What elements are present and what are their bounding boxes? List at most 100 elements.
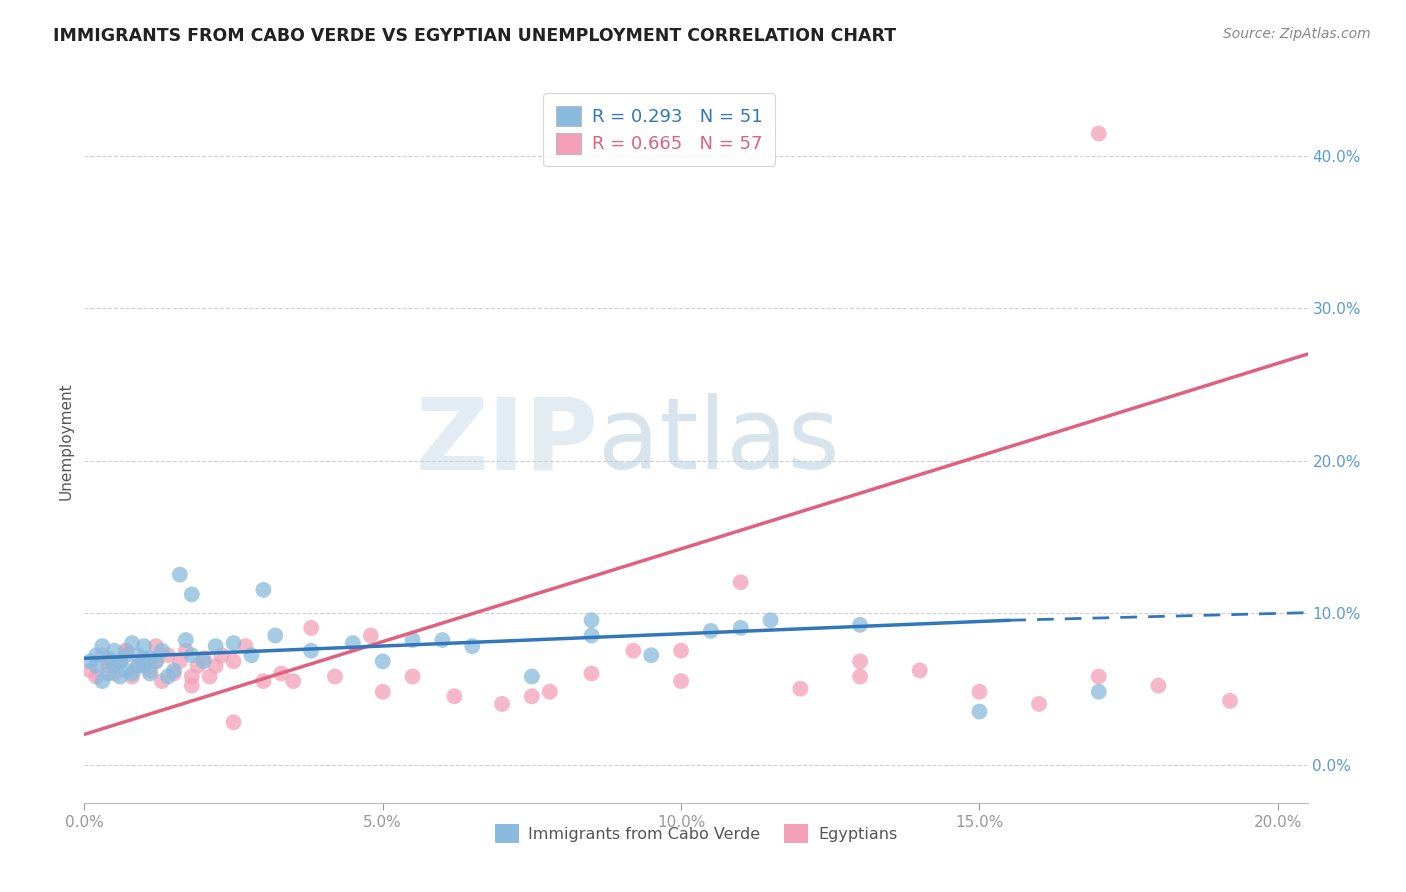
Point: [79, 654, 101, 668]
Point: [156, 669, 179, 683]
Point: [79, 664, 101, 678]
Point: [121, 666, 143, 681]
Point: [669, 643, 692, 657]
Point: [581, 613, 603, 627]
Point: [299, 621, 322, 635]
Point: [461, 639, 484, 653]
Point: [145, 654, 167, 668]
Point: [443, 690, 465, 704]
Point: [132, 639, 155, 653]
Point: [789, 681, 811, 696]
Point: [139, 666, 162, 681]
Point: [222, 715, 245, 730]
Point: [491, 697, 513, 711]
Point: [108, 654, 131, 668]
Text: atlas: atlas: [598, 393, 839, 490]
Point: [91, 648, 114, 663]
Point: [1147, 679, 1170, 693]
Point: [115, 648, 138, 663]
Point: [222, 654, 245, 668]
Point: [1087, 669, 1109, 683]
Point: [222, 636, 245, 650]
Point: [1219, 694, 1241, 708]
Point: [84, 659, 107, 673]
Point: [180, 679, 202, 693]
Point: [669, 674, 692, 689]
Point: [538, 685, 561, 699]
Point: [108, 654, 131, 668]
Point: [581, 628, 603, 642]
Point: [211, 648, 233, 663]
Point: [180, 587, 202, 601]
Point: [132, 659, 155, 673]
Point: [730, 621, 752, 635]
Point: [163, 664, 186, 678]
Point: [401, 669, 423, 683]
Point: [169, 567, 191, 582]
Point: [969, 685, 991, 699]
Point: [103, 643, 125, 657]
Point: [180, 648, 202, 663]
Point: [235, 639, 257, 653]
Point: [84, 648, 107, 663]
Point: [252, 674, 274, 689]
Point: [193, 651, 215, 665]
Point: [198, 669, 221, 683]
Point: [139, 651, 162, 665]
Point: [621, 643, 644, 657]
Point: [108, 669, 131, 683]
Point: [174, 633, 197, 648]
Point: [156, 648, 179, 663]
Point: [342, 636, 364, 650]
Point: [127, 659, 149, 673]
Y-axis label: Unemployment: Unemployment: [58, 383, 73, 500]
Point: [759, 613, 782, 627]
Point: [581, 666, 603, 681]
Point: [849, 617, 872, 632]
Point: [700, 624, 723, 638]
Point: [299, 643, 322, 657]
Point: [84, 669, 107, 683]
Point: [1087, 685, 1109, 699]
Point: [139, 664, 162, 678]
Point: [270, 666, 292, 681]
Point: [145, 639, 167, 653]
Point: [121, 669, 143, 683]
Point: [132, 651, 155, 665]
Point: [97, 654, 120, 668]
Point: [127, 659, 149, 673]
Point: [187, 659, 209, 673]
Point: [115, 664, 138, 678]
Point: [115, 643, 138, 657]
Point: [323, 669, 346, 683]
Point: [371, 685, 394, 699]
Point: [163, 666, 186, 681]
Point: [150, 643, 173, 657]
Point: [97, 666, 120, 681]
Point: [520, 690, 543, 704]
Point: [1028, 697, 1050, 711]
Point: [97, 659, 120, 673]
Point: [969, 705, 991, 719]
Point: [240, 648, 263, 663]
Point: [360, 628, 382, 642]
Point: [252, 582, 274, 597]
Text: IMMIGRANTS FROM CABO VERDE VS EGYPTIAN UNEMPLOYMENT CORRELATION CHART: IMMIGRANTS FROM CABO VERDE VS EGYPTIAN U…: [53, 27, 897, 45]
Point: [193, 654, 215, 668]
Point: [97, 651, 120, 665]
Point: [204, 659, 226, 673]
Text: Source: ZipAtlas.com: Source: ZipAtlas.com: [1223, 27, 1371, 41]
Point: [640, 648, 662, 663]
Point: [371, 654, 394, 668]
Point: [145, 654, 167, 668]
Point: [180, 669, 202, 683]
Point: [121, 636, 143, 650]
Point: [1087, 127, 1109, 141]
Point: [150, 674, 173, 689]
Legend: Immigrants from Cabo Verde, Egyptians: Immigrants from Cabo Verde, Egyptians: [488, 818, 904, 849]
Point: [91, 639, 114, 653]
Point: [103, 659, 125, 673]
Point: [174, 643, 197, 657]
Point: [432, 633, 454, 648]
Point: [849, 654, 872, 668]
